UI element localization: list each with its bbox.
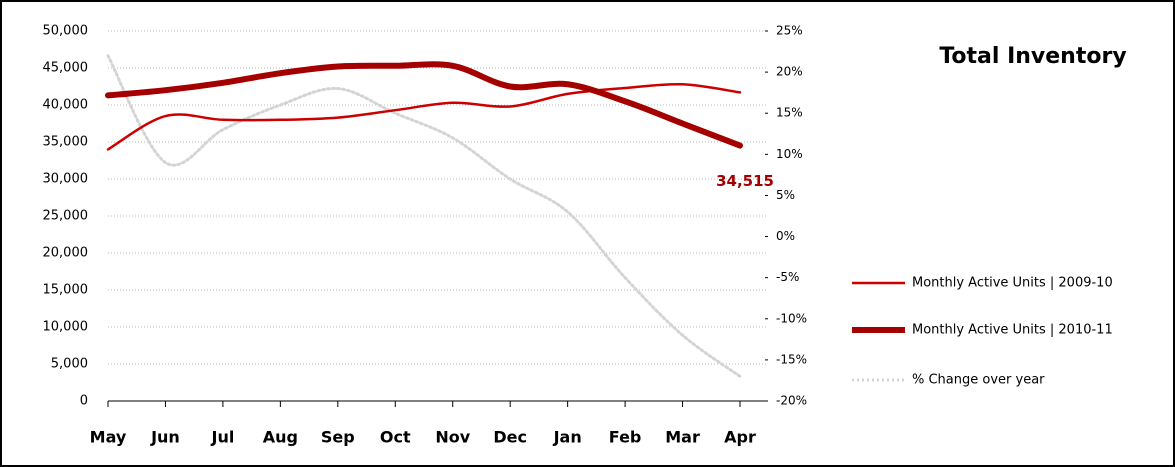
series-line (105, 61, 743, 149)
series-line (106, 82, 742, 151)
x-tick-label: Jul (210, 428, 234, 447)
y2-tick-label: -10% (776, 311, 807, 325)
x-tick-label: Apr (724, 428, 756, 447)
y-tick-label: 40,000 (43, 98, 89, 113)
x-tick-label: Jan (553, 428, 582, 447)
y2-tick-label: 10% (776, 147, 803, 161)
y-tick-label: 30,000 (43, 172, 89, 187)
y2-tick-label: 20% (776, 65, 803, 79)
y-tick-label: 35,000 (43, 135, 89, 150)
y2-tick-label: 15% (776, 106, 803, 120)
y-tick-label: 0 (80, 394, 88, 409)
x-tick-label: Mar (665, 428, 700, 447)
y-tick-label: 50,000 (43, 24, 89, 39)
y-tick-label: 10,000 (43, 320, 89, 335)
y-tick-label: 45,000 (43, 61, 89, 76)
x-tick-label: Aug (263, 428, 298, 447)
chart-title: Total Inventory (939, 44, 1126, 69)
x-tick-label: Oct (380, 428, 411, 447)
y-tick-label: 25,000 (43, 209, 89, 224)
x-tick-label: Jun (150, 428, 180, 447)
y2-tick-label: 0% (776, 229, 795, 243)
x-tick-label: Dec (493, 428, 527, 447)
x-tick-label: May (90, 428, 127, 447)
legend-label: Monthly Active Units | 2010-11 (912, 323, 1113, 338)
x-tick-label: Nov (435, 428, 470, 447)
legend-label: Monthly Active Units | 2009-10 (912, 276, 1113, 291)
y2-tick-label: -15% (776, 352, 807, 366)
x-tick-label: Sep (321, 428, 355, 447)
y2-tick-label: -5% (776, 270, 799, 284)
legend-label: % Change over year (912, 373, 1045, 388)
y2-tick-label: 25% (776, 24, 803, 38)
data-label: 34,515 (716, 172, 774, 190)
x-tick-label: Feb (609, 428, 642, 447)
y-tick-label: 5,000 (51, 357, 88, 372)
y-tick-label: 15,000 (43, 283, 89, 298)
y2-tick-label: 5% (776, 188, 795, 202)
series-line (106, 54, 742, 378)
y-tick-label: 20,000 (43, 246, 89, 261)
y2-tick-label: -20% (776, 394, 807, 408)
